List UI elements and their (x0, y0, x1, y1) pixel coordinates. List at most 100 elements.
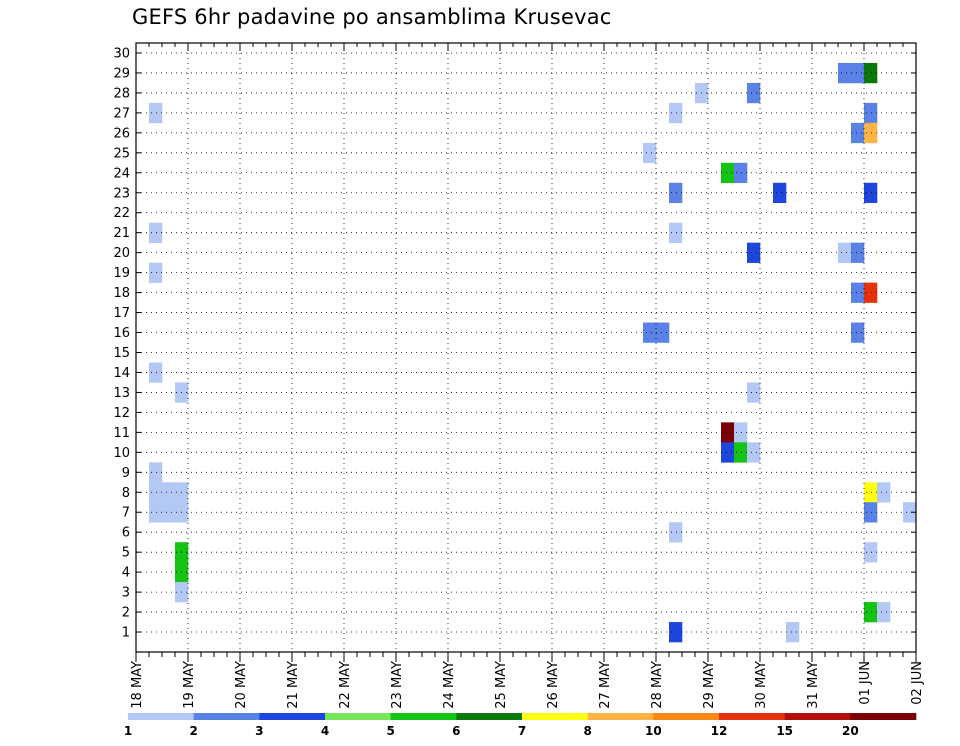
colorbar-label: 6 (452, 724, 460, 738)
colorbar-segment (390, 713, 457, 720)
data-cell (851, 282, 865, 303)
data-cell (162, 482, 176, 503)
data-cell (149, 102, 163, 124)
y-tick-label: 10 (113, 446, 130, 461)
colorbar-label: 1 (124, 724, 132, 738)
y-tick-label: 3 (122, 586, 130, 601)
data-cell (864, 122, 878, 144)
colorbar-label: 15 (776, 724, 793, 738)
y-tick-label: 18 (113, 286, 130, 301)
y-tick-label: 22 (113, 206, 130, 221)
data-cell (864, 182, 878, 204)
y-tick-label: 23 (113, 186, 130, 201)
y-tick-label: 25 (113, 146, 130, 161)
data-cell (149, 462, 163, 483)
data-cell (864, 542, 878, 563)
data-cell (669, 522, 683, 543)
data-cell (149, 362, 163, 383)
x-tick-label: 02 JUN (910, 661, 925, 705)
data-cell (721, 162, 735, 184)
grid-lines (136, 43, 916, 652)
y-tick-label: 24 (113, 166, 130, 181)
x-tick-label: 22 MAY (338, 661, 353, 709)
data-cell (734, 162, 748, 184)
data-cell (864, 482, 878, 503)
data-cell (721, 422, 735, 443)
y-tick-label: 6 (122, 526, 130, 541)
colorbar-segment (850, 713, 917, 720)
colorbar-label: 20 (842, 724, 859, 738)
colorbar-segment (653, 713, 720, 720)
data-cell (747, 382, 761, 403)
data-cell (669, 222, 683, 243)
data-cell (864, 102, 878, 124)
x-tick-label: 26 MAY (546, 661, 561, 709)
colorbar-label: 12 (711, 724, 728, 738)
colorbar-segment (128, 713, 194, 720)
colorbar: 1 2 3 4 5 6 7 8 10 12 15 20 (124, 713, 917, 738)
x-tick-label: 25 MAY (494, 661, 509, 709)
data-cell (747, 242, 761, 263)
x-tick-label: 23 MAY (390, 661, 405, 709)
data-cell (149, 262, 163, 283)
data-cell (669, 102, 683, 124)
y-tick-label: 12 (113, 406, 130, 421)
data-cell (149, 222, 163, 243)
data-cell (669, 622, 683, 643)
colorbar-segment (587, 713, 654, 720)
y-tick-label: 11 (113, 426, 130, 441)
colorbar-segment (522, 713, 588, 720)
x-tick-label: 21 MAY (286, 661, 301, 709)
y-tick-label: 28 (113, 86, 130, 101)
x-tick-label: 31 MAY (806, 661, 821, 709)
data-cell (162, 502, 176, 523)
y-tick-label: 21 (113, 226, 130, 241)
colorbar-segment (325, 713, 391, 720)
x-tick-label: 18 MAY (130, 661, 145, 709)
y-tick-label: 4 (122, 566, 130, 581)
data-cell (864, 282, 878, 303)
data-cell (851, 122, 865, 144)
x-axis: 18 MAY 19 MAY 20 MAY 21 MAY 22 MAY 23 MAY 24 M… (130, 43, 925, 709)
plot-frame (135, 42, 917, 653)
data-cell (838, 62, 852, 84)
colorbar-segment (259, 713, 326, 720)
data-cell (721, 442, 735, 463)
data-cell (851, 242, 865, 263)
x-tick-label: 01 JUN (858, 661, 873, 705)
data-cell (669, 182, 683, 204)
y-tick-label: 1 (122, 626, 130, 641)
y-tick-label: 19 (113, 266, 130, 281)
y-tick-label: 20 (113, 246, 130, 261)
data-cell (877, 602, 891, 623)
colorbar-label: 8 (583, 724, 591, 738)
data-cell (864, 62, 878, 84)
data-cell (838, 242, 852, 263)
colorbar-label: 4 (321, 724, 329, 738)
data-cell (656, 322, 670, 343)
y-tick-label: 2 (122, 606, 130, 621)
y-tick-label: 14 (113, 366, 130, 381)
y-tick-label: 15 (113, 346, 130, 361)
y-tick-label: 16 (113, 326, 130, 341)
x-tick-label: 29 MAY (702, 661, 717, 709)
data-cell (734, 442, 748, 463)
colorbar-segment (456, 713, 523, 720)
x-tick-label: 28 MAY (650, 661, 665, 709)
x-tick-label: 19 MAY (182, 661, 197, 709)
data-cell (864, 602, 878, 623)
y-tick-label: 8 (122, 486, 130, 501)
colorbar-segment (719, 713, 785, 720)
colorbar-label: 7 (518, 724, 526, 738)
data-cell (747, 442, 761, 463)
y-tick-label: 29 (113, 66, 130, 81)
colorbar-segment (784, 713, 851, 720)
x-tick-label: 24 MAY (442, 661, 457, 709)
data-cell (643, 322, 657, 343)
y-tick-label: 27 (113, 106, 130, 121)
y-tick-label: 26 (113, 126, 130, 141)
data-cell (747, 82, 761, 104)
colorbar-label: 2 (189, 724, 197, 738)
